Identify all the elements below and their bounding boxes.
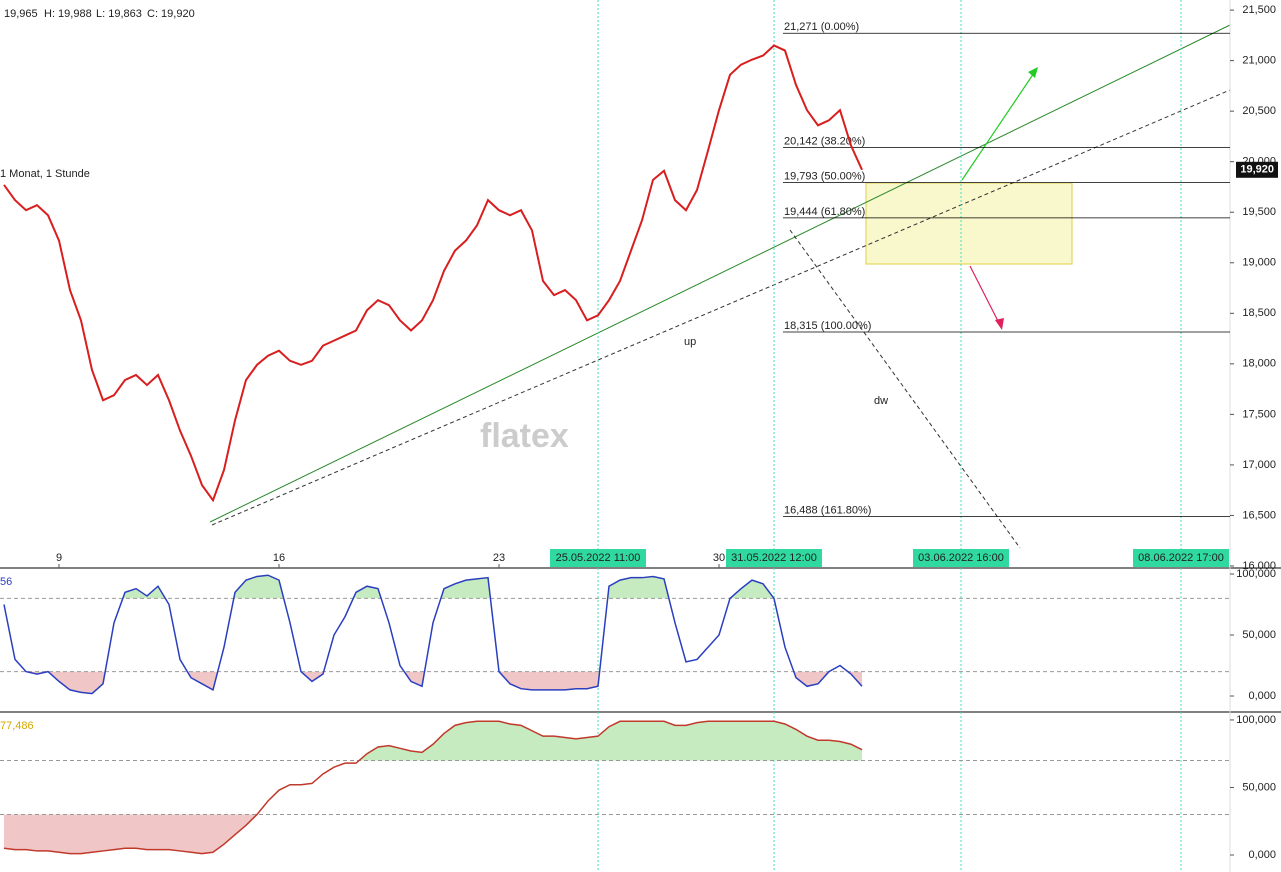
fib-label: 19,444 (61.80%) [784, 206, 865, 218]
x-tick-label: 30 [713, 552, 725, 564]
x-label-box [550, 549, 646, 567]
x-label-box [726, 549, 822, 567]
subtitle: 1 Monat, 1 Stunde [0, 168, 90, 180]
oscillator-line [3, 574, 863, 695]
fib-label: 21,271 (0.00%) [784, 21, 859, 33]
y-tick-label: 18,500 [1242, 307, 1276, 319]
annotation: dw [874, 395, 888, 407]
panel-label: 77,486 [0, 720, 34, 732]
y-tick-label: 20,500 [1242, 105, 1276, 117]
y-tick-label: 100,000 [1236, 568, 1276, 580]
target-zone [865, 182, 1073, 265]
fib-label: 16,488 (161.80%) [784, 505, 871, 517]
fib-label: 18,315 (100.00%) [784, 320, 871, 332]
y-tick-label: 21,000 [1242, 55, 1276, 67]
oscillator-line [3, 720, 863, 855]
price-line [3, 44, 863, 503]
ohlc-open: 19,965 [4, 8, 38, 20]
x-tick-label: 16 [273, 552, 285, 564]
last-price-label: 19,920 [1240, 164, 1274, 176]
arrow-head [995, 318, 1004, 330]
y-tick-label: 50,000 [1242, 781, 1276, 793]
oversold-fill [4, 814, 862, 854]
ohlc-close: C: 19,920 [147, 8, 195, 20]
y-tick-label: 0,000 [1248, 690, 1276, 702]
x-tick-label: 03.06.2022 16:00 [918, 552, 1004, 564]
fib-label: 19,793 (50.00%) [784, 171, 865, 183]
panel-label: 56 [0, 576, 12, 588]
y-tick-label: 16,500 [1242, 509, 1276, 521]
x-tick-label: 9 [56, 552, 62, 564]
annotation: up [684, 336, 696, 348]
y-tick-label: 19,500 [1242, 206, 1276, 218]
y-tick-label: 19,000 [1242, 257, 1276, 269]
ohlc-high: H: 19,988 [44, 8, 92, 20]
x-tick-label: 31.05.2022 12:00 [731, 552, 817, 564]
y-tick-label: 17,500 [1242, 408, 1276, 420]
trend-line [209, 24, 1231, 523]
oversold-fill [4, 671, 862, 694]
overbought-fill [359, 721, 862, 761]
fib-label: 20,142 (38.20%) [784, 135, 865, 147]
trend-line-dashed [211, 89, 1231, 526]
x-tick-label: 25.05.2022 11:00 [556, 552, 641, 564]
x-label-box [913, 549, 1009, 567]
x-tick-label: 23 [493, 552, 505, 564]
y-tick-label: 0,000 [1248, 849, 1276, 861]
ohlc-low: L: 19,863 [96, 8, 142, 20]
overbought-fill [4, 575, 862, 599]
x-label-box [1133, 549, 1229, 567]
down-line [789, 229, 1021, 549]
y-tick-label: 17,000 [1242, 459, 1276, 471]
x-tick-label: 08.06.2022 17:00 [1138, 552, 1224, 564]
y-tick-label: 16,000 [1242, 560, 1276, 572]
last-price-box [1236, 161, 1278, 178]
watermark: flatex [480, 417, 569, 455]
y-tick-label: 100,000 [1236, 714, 1276, 726]
arrow-head [1028, 67, 1038, 78]
y-tick-label: 18,000 [1242, 358, 1276, 370]
y-tick-label: 50,000 [1242, 629, 1276, 641]
arrow-down [969, 265, 1001, 326]
y-tick-label: 21,500 [1242, 4, 1276, 16]
arrow-up [961, 69, 1037, 181]
